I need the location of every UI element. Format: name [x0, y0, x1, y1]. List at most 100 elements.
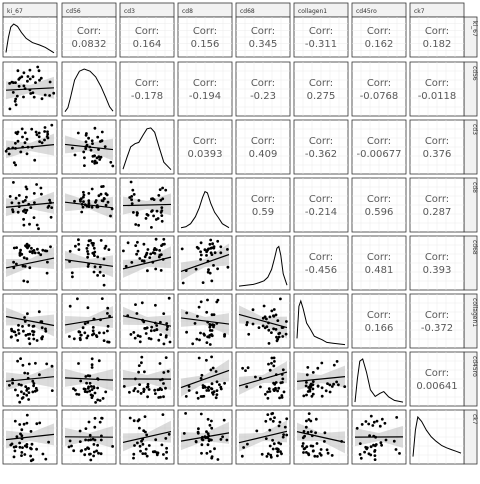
scatter-point [205, 359, 208, 362]
scatter-point [14, 98, 17, 101]
scatter-point [25, 389, 28, 392]
scatter-point [38, 310, 41, 313]
scatter-point [85, 132, 88, 135]
scatter-point [44, 328, 47, 331]
scatter-point [17, 131, 20, 134]
scatter-point [161, 187, 164, 190]
scatter-point [80, 450, 83, 453]
scatter-point [223, 419, 226, 422]
scatter-point [97, 452, 100, 455]
scatter-point [216, 389, 219, 392]
scatter-point [165, 356, 168, 359]
corr-value-1-6: -0.0768 [360, 91, 399, 102]
scatter-point [199, 250, 202, 253]
corr-label-1-3: Corr: [193, 78, 217, 89]
scatter-point [284, 426, 287, 429]
scatter-point [91, 139, 94, 142]
scatter-point [19, 357, 22, 360]
scatter-point [15, 197, 18, 200]
scatter-point [212, 264, 215, 267]
scatter-point [77, 132, 80, 135]
scatter-point [89, 434, 92, 437]
scatter-point [23, 85, 26, 88]
scatter-point [33, 96, 36, 99]
scatter-point [25, 394, 28, 397]
scatter-point [395, 416, 398, 419]
scatter-point [157, 396, 160, 399]
scatter-point [265, 318, 268, 321]
scatter-point [95, 161, 98, 164]
corr-value-6-7: 0.00641 [416, 381, 457, 392]
scatter-point [19, 446, 22, 449]
scatter-point [269, 418, 272, 421]
scatter-point [132, 457, 135, 460]
scatter-point [19, 249, 22, 252]
corr-label-2-4: Corr: [251, 136, 275, 147]
scatter-point [36, 224, 39, 227]
scatter-point [17, 140, 20, 143]
scatter-point [89, 438, 92, 441]
scatter-point [267, 329, 270, 332]
scatter-point [130, 198, 133, 201]
scatter-point [25, 186, 28, 189]
scatter-point [277, 442, 280, 445]
scatter-point [95, 450, 98, 453]
scatter-point [93, 247, 96, 250]
scatter-point [305, 381, 308, 384]
scatter-point [15, 103, 18, 106]
scatter-point [374, 458, 377, 461]
scatter-point [79, 380, 82, 383]
scatter-point [87, 244, 90, 247]
scatter-point [336, 360, 339, 363]
scatter-point [87, 335, 90, 338]
scatter-point [134, 244, 137, 247]
scatter-point [272, 448, 275, 451]
scatter-point [274, 388, 277, 391]
scatter-point [270, 310, 273, 313]
scatter-point [204, 386, 207, 389]
scatter-point [162, 371, 165, 374]
scatter-point [160, 214, 163, 217]
scatter-point [150, 326, 153, 329]
scatter-point [165, 334, 168, 337]
corr-label-1-5: Corr: [309, 78, 333, 89]
scatter-point [96, 256, 99, 259]
scatter-point [320, 448, 323, 451]
scatter-point [128, 196, 131, 199]
scatter-point [5, 150, 8, 153]
scatter-point [41, 141, 44, 144]
scatter-point [26, 312, 29, 315]
scatter-point [31, 443, 34, 446]
scatter-point [131, 189, 134, 192]
scatter-point [23, 453, 26, 456]
scatter-point [35, 131, 38, 134]
corr-label-3-5: Corr: [309, 194, 333, 205]
scatter-point [148, 256, 151, 259]
scatter-point [17, 211, 20, 214]
scatter-point [101, 131, 104, 134]
scatter-point [314, 431, 317, 434]
scatter-point [51, 365, 54, 368]
scatter-point [327, 452, 330, 455]
scatter-point [38, 69, 41, 72]
scatter-point [71, 271, 74, 274]
scatter-point [33, 249, 36, 252]
scatter-point [313, 455, 316, 458]
scatter-point [29, 206, 32, 209]
scatter-point [151, 209, 154, 212]
strip-label-ck7: ck7 [414, 8, 425, 15]
scatter-point [87, 306, 90, 309]
scatter-point [20, 384, 23, 387]
scatter-point [69, 305, 72, 308]
scatter-point [79, 334, 82, 337]
corr-label-1-6: Corr: [367, 78, 391, 89]
corr-value-0-5: -0.311 [305, 39, 337, 50]
scatter-point [148, 337, 151, 340]
scatter-point [22, 330, 25, 333]
scatter-point [87, 199, 90, 202]
scatter-point [77, 362, 80, 365]
scatter-point [305, 426, 308, 429]
scatter-point [130, 261, 133, 264]
scatter-point [101, 297, 104, 300]
scatter-point [153, 248, 156, 251]
